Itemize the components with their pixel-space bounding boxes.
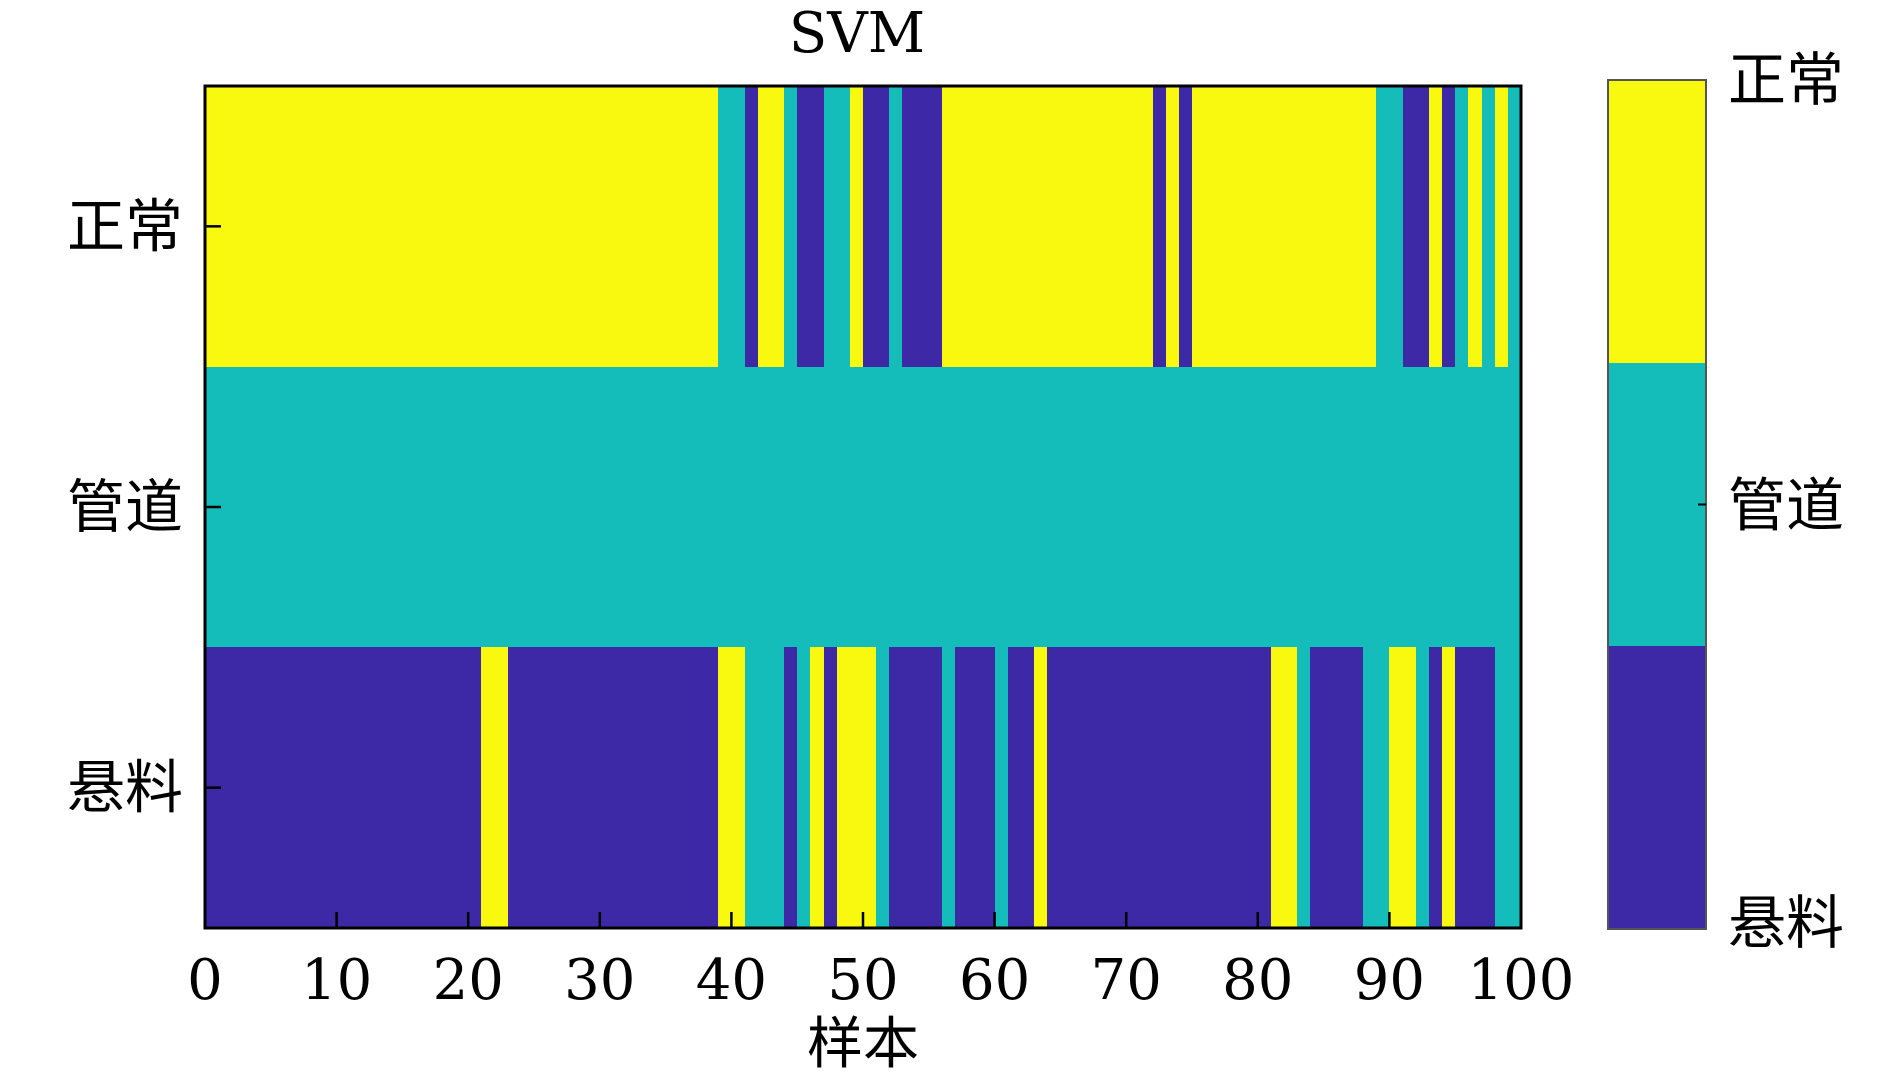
chart-title: SVM (789, 1, 925, 66)
heatmap-cell-row0-seg20 (1455, 86, 1469, 368)
heatmap-cell-row2-seg6 (797, 647, 811, 929)
heatmap-cell-row2-seg5 (784, 647, 798, 929)
y-tick-label: 管道 (67, 473, 183, 541)
heatmap-cells (205, 86, 1522, 929)
colorbar-label: 正常 (1728, 46, 1844, 114)
heatmap-cell-row2-seg1 (481, 647, 509, 929)
heatmap-cell-row2-seg25 (1442, 647, 1456, 929)
heatmap-cell-row2-seg26 (1455, 647, 1496, 929)
heatmap-cell-row2-seg20 (1310, 647, 1364, 929)
x-tick-label: 50 (827, 948, 898, 1013)
heatmap-cell-row0-seg10 (902, 86, 943, 368)
heatmap-cell-row2-seg14 (995, 647, 1009, 929)
heatmap-cell-row0-seg5 (797, 86, 825, 368)
heatmap-cell-row2-seg17 (1047, 647, 1272, 929)
heatmap-cell-row2-seg27 (1495, 647, 1522, 929)
heatmap-cell-row0-seg12 (1153, 86, 1167, 368)
heatmap-cell-row2-seg23 (1416, 647, 1430, 929)
x-tick-label: 80 (1222, 948, 1293, 1013)
heatmap-cell-row2-seg8 (824, 647, 838, 929)
heatmap-cell-row2-seg15 (1008, 647, 1035, 929)
x-tick-label: 100 (1468, 948, 1575, 1013)
heatmap-cell-row2-seg21 (1363, 647, 1390, 929)
colorbar-label: 管道 (1728, 472, 1844, 540)
colorbar-swatch (1608, 80, 1706, 364)
heatmap-cell-row0-seg1 (718, 86, 746, 368)
heatmap-cell-row0-seg13 (1166, 86, 1180, 368)
heatmap-cell-row0-seg8 (863, 86, 890, 368)
x-tick-label: 90 (1354, 948, 1425, 1013)
colorbar-swatch (1608, 363, 1706, 647)
x-tick-label: 20 (433, 948, 504, 1013)
heatmap-cell-row2-seg2 (508, 647, 719, 929)
heatmap-cell-row1-seg0 (205, 367, 1522, 648)
heatmap-cell-row0-seg7 (850, 86, 864, 368)
heatmap-cell-row0-seg0 (205, 86, 719, 368)
y-tick-label: 正常 (67, 192, 183, 260)
heatmap-cell-row2-seg24 (1429, 647, 1443, 929)
x-tick-label: 60 (959, 948, 1030, 1013)
heatmap-cell-row2-seg19 (1297, 647, 1311, 929)
x-tick-label: 10 (301, 948, 372, 1013)
heatmap-cell-row2-seg16 (1034, 647, 1048, 929)
heatmap-cell-row0-seg24 (1508, 86, 1522, 368)
x-tick-label: 30 (564, 948, 635, 1013)
heatmap-cell-row2-seg7 (810, 647, 825, 929)
heatmap-cell-row0-seg18 (1429, 86, 1443, 368)
heatmap-cell-row2-seg22 (1389, 647, 1417, 929)
colorbar-label: 悬料 (1728, 889, 1844, 957)
heatmap-cell-row0-seg9 (889, 86, 903, 368)
heatmap-cell-row0-seg4 (784, 86, 798, 368)
x-axis-label: 样本 (807, 1012, 919, 1077)
heatmap-cell-row2-seg10 (876, 647, 890, 929)
heatmap-cell-row2-seg3 (718, 647, 746, 929)
heatmap-cell-row2-seg18 (1271, 647, 1298, 929)
heatmap-cell-row2-seg11 (889, 647, 943, 929)
x-axis: 0 10 20 30 40 50 60 70 80 90 100 (187, 912, 1574, 1013)
heatmap-cell-row0-seg22 (1482, 86, 1496, 368)
heatmap-cell-row0-seg15 (1192, 86, 1377, 368)
heatmap-cell-row2-seg0 (205, 647, 482, 929)
heatmap-cell-row0-seg17 (1403, 86, 1430, 368)
heatmap-cell-row2-seg4 (745, 647, 785, 929)
x-tick-label: 70 (1091, 948, 1162, 1013)
x-tick-label: 0 (187, 948, 223, 1013)
heatmap-cell-row0-seg16 (1376, 86, 1404, 368)
heatmap-cell-row2-seg9 (837, 647, 877, 929)
heatmap-cell-row2-seg12 (942, 647, 956, 929)
heatmap-cell-row2-seg13 (955, 647, 996, 929)
heatmap-cell-row0-seg21 (1468, 86, 1483, 368)
y-tick-label: 悬料 (67, 754, 183, 822)
x-tick-label: 40 (696, 948, 767, 1013)
heatmap-cell-row0-seg6 (824, 86, 851, 368)
heatmap-cell-row0-seg14 (1179, 86, 1193, 368)
heatmap-cell-row0-seg3 (758, 86, 785, 368)
heatmap-cell-row0-seg11 (942, 86, 1154, 368)
heatmap-cell-row0-seg23 (1495, 86, 1509, 368)
heatmap-cell-row0-seg2 (745, 86, 759, 368)
colorbar-swatch (1608, 646, 1706, 930)
heatmap-cell-row0-seg19 (1442, 86, 1456, 368)
